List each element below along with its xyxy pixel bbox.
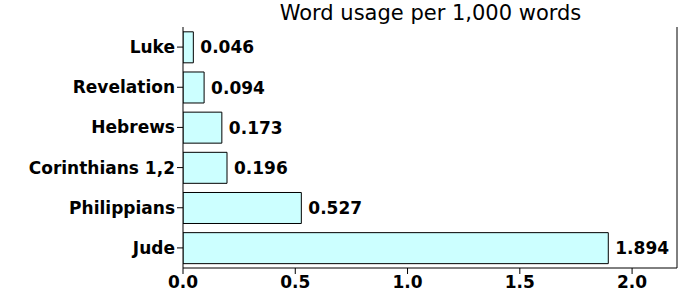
svg-text:1.5: 1.5 — [505, 272, 535, 292]
svg-text:0.0: 0.0 — [168, 272, 198, 292]
svg-text:0.527: 0.527 — [308, 198, 362, 218]
svg-text:0.196: 0.196 — [234, 158, 288, 178]
svg-text:Revelation: Revelation — [73, 77, 175, 97]
svg-text:1.0: 1.0 — [392, 272, 422, 292]
svg-text:0.094: 0.094 — [211, 78, 265, 98]
svg-text:0.173: 0.173 — [229, 118, 283, 138]
svg-text:Corinthians 1,2: Corinthians 1,2 — [29, 158, 175, 178]
svg-text:Luke: Luke — [130, 37, 175, 57]
svg-text:Philippians: Philippians — [69, 198, 175, 218]
html-text:Word usage per 1,000 words: Word usage per 1,000 words — [279, 1, 582, 25]
svg-text:2.0: 2.0 — [617, 272, 647, 292]
svg-text:1.894: 1.894 — [615, 238, 669, 258]
svg-text:0.046: 0.046 — [200, 37, 254, 57]
svg-text:Jude: Jude — [132, 238, 175, 258]
svg-text:0.5: 0.5 — [280, 272, 310, 292]
svg-text:Hebrews: Hebrews — [91, 117, 175, 137]
